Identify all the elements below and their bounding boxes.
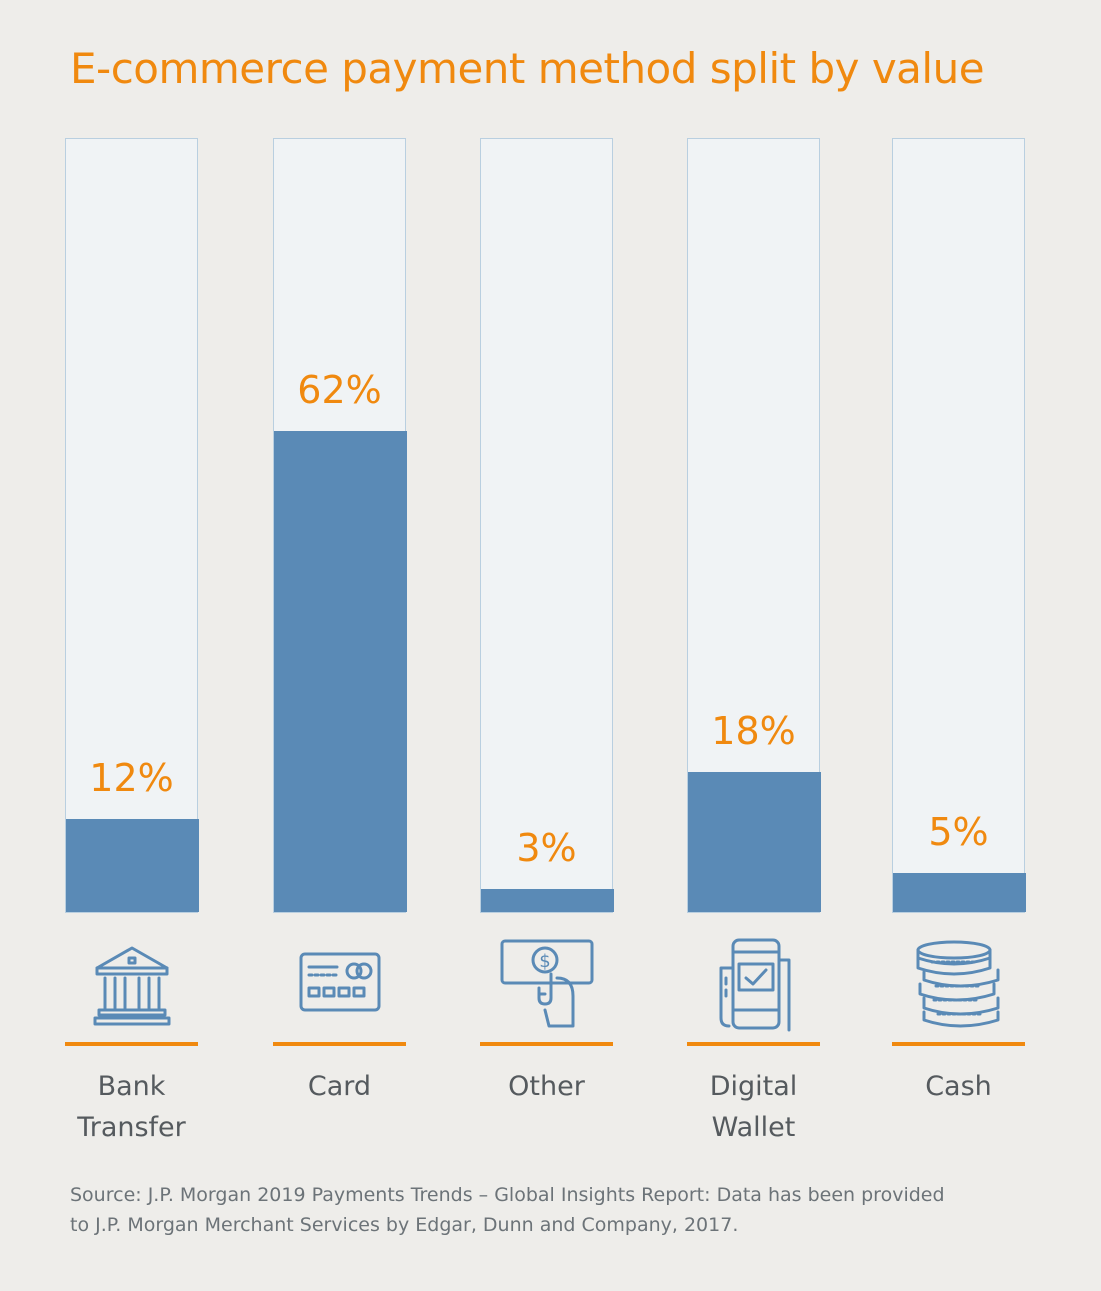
svg-text:$: $ [539, 951, 550, 972]
category-label-line: Card [307, 1071, 372, 1102]
chart-title: E-commerce payment method split by value [70, 44, 985, 93]
category-label: Card [253, 1066, 426, 1107]
bar-track [65, 138, 199, 913]
bar-value-label: 3% [516, 826, 577, 870]
bar [893, 873, 1026, 912]
coins-icon [916, 938, 1000, 1032]
bar-column: 12% Bank Transfer [65, 138, 199, 1158]
category-label: Digital Wallet [667, 1066, 840, 1148]
category-underline [892, 1042, 1025, 1046]
category-label-line: Other [508, 1071, 585, 1102]
card-icon [299, 938, 381, 1032]
bar [274, 431, 407, 912]
bar [688, 772, 821, 912]
bar [66, 819, 199, 912]
category-label: Other [460, 1066, 633, 1107]
bar-track [687, 138, 821, 913]
category-underline [65, 1042, 198, 1046]
bar [481, 889, 614, 912]
category-underline [273, 1042, 406, 1046]
bar-value-label: 18% [711, 709, 796, 753]
bank-icon [91, 938, 173, 1032]
bar-column: 5% Cash [892, 138, 1026, 1158]
bar-track [480, 138, 614, 913]
category-label-line: Bank [97, 1071, 166, 1102]
mobile-wallet-icon [713, 938, 795, 1032]
category-label-line: Transfer [77, 1112, 186, 1143]
bar-value-label: 5% [928, 810, 989, 854]
source-line-2: to J.P. Morgan Merchant Services by Edga… [70, 1214, 739, 1236]
category-label-line: Digital [709, 1071, 798, 1102]
hand-cash-icon: $ [500, 938, 594, 1032]
bar-value-label: 62% [297, 368, 382, 412]
source-line-1: Source: J.P. Morgan 2019 Payments Trends… [70, 1184, 945, 1206]
category-label-line: Wallet [711, 1112, 796, 1143]
bar-column: 18% Digital Wallet [687, 138, 821, 1158]
bar-value-label: 12% [89, 756, 174, 800]
category-underline [480, 1042, 613, 1046]
category-underline [687, 1042, 820, 1046]
category-label: Bank Transfer [45, 1066, 218, 1148]
bar-column: 62% Card [273, 138, 407, 1158]
bar-track [273, 138, 407, 913]
bar-column: 3% $ Other [480, 138, 614, 1158]
category-label-line: Cash [925, 1071, 992, 1102]
category-label: Cash [872, 1066, 1045, 1107]
source-note: Source: J.P. Morgan 2019 Payments Trends… [70, 1180, 1050, 1240]
bar-track [892, 138, 1026, 913]
